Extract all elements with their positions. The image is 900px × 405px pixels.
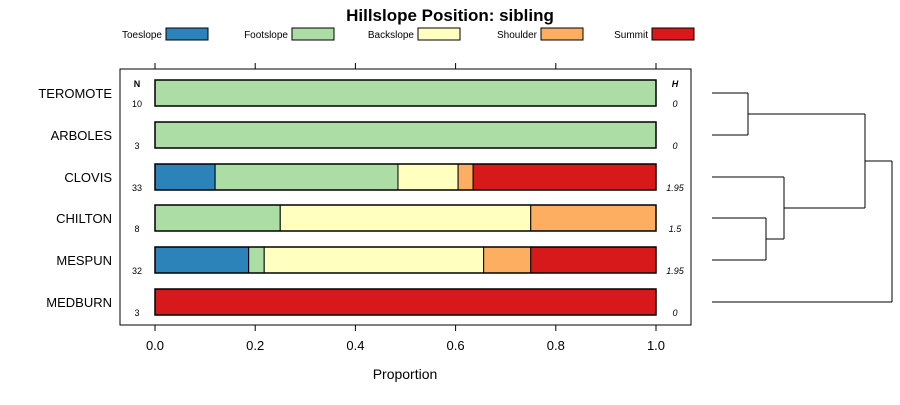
legend-label: Backslope bbox=[368, 30, 415, 41]
bar-outline bbox=[154, 163, 657, 191]
row-h-value: 1.95 bbox=[666, 266, 685, 276]
row-n-value: 3 bbox=[134, 141, 139, 151]
legend-swatch bbox=[165, 27, 209, 41]
bar-rows: TEROMOTE 10 0 ARBOLES 3 0 CLOVIS 33 1.95 CHILTON 8… bbox=[38, 79, 685, 318]
chart-title: Hillslope Position: sibling bbox=[346, 6, 554, 25]
row-n-value: 3 bbox=[134, 308, 139, 318]
bar-segment bbox=[457, 163, 474, 191]
legend-swatch bbox=[417, 27, 461, 41]
bar-outline bbox=[154, 121, 657, 149]
h-header: H bbox=[672, 79, 679, 89]
bar-segment bbox=[530, 246, 657, 274]
x-tick-label: 0.8 bbox=[547, 338, 565, 353]
bar-segment bbox=[248, 246, 265, 274]
x-axis-label: Proportion bbox=[373, 366, 438, 382]
x-tick-label: 0.2 bbox=[246, 338, 264, 353]
row-label: MESPUN bbox=[56, 253, 112, 268]
x-tick-label: 0.6 bbox=[447, 338, 465, 353]
dendrogram bbox=[712, 92, 893, 303]
bar-segment bbox=[397, 163, 459, 191]
plot-frame bbox=[119, 68, 692, 326]
row-label: MEDBURN bbox=[46, 295, 112, 310]
n-header: N bbox=[134, 79, 141, 89]
row-h-value: 0 bbox=[672, 308, 677, 318]
x-tick-label: 1.0 bbox=[647, 338, 665, 353]
bar-segment bbox=[279, 204, 532, 232]
legend-label: Footslope bbox=[244, 30, 288, 41]
row-n-value: 32 bbox=[132, 266, 142, 276]
bar-segment bbox=[154, 246, 250, 274]
row-label: ARBOLES bbox=[51, 128, 113, 143]
legend-label: Shoulder bbox=[497, 30, 538, 41]
chart-legend: Toeslope Footslope Backslope Shoulder Summit bbox=[122, 27, 695, 41]
legend-swatch bbox=[651, 27, 695, 41]
bar-segment bbox=[530, 204, 657, 232]
bar-segment bbox=[154, 163, 216, 191]
row-n-value: 10 bbox=[132, 99, 142, 109]
row-h-value: 0 bbox=[672, 99, 677, 109]
bar-outline bbox=[154, 288, 657, 316]
row-n-value: 33 bbox=[132, 183, 142, 193]
row-label: TEROMOTE bbox=[38, 86, 112, 101]
x-tick-label: 0.4 bbox=[346, 338, 364, 353]
x-axis: 0.0 0.2 0.4 0.6 0.8 1.0 bbox=[146, 63, 665, 353]
row-h-value: 0 bbox=[672, 141, 677, 151]
legend-swatch bbox=[540, 27, 584, 41]
row-n-value: 8 bbox=[134, 224, 139, 234]
legend-label: Summit bbox=[614, 30, 648, 41]
bar-outline bbox=[154, 246, 657, 274]
legend-swatch bbox=[291, 27, 335, 41]
x-tick-label: 0.0 bbox=[146, 338, 164, 353]
bar-segment bbox=[154, 121, 657, 149]
bar-segment bbox=[154, 288, 657, 316]
legend-label: Toeslope bbox=[122, 30, 162, 41]
row-label: CHILTON bbox=[56, 211, 112, 226]
bar-outline bbox=[154, 79, 657, 107]
bar-outline bbox=[154, 204, 657, 232]
bar-segment bbox=[483, 246, 532, 274]
bar-segment bbox=[263, 246, 485, 274]
bar-segment bbox=[154, 204, 281, 232]
bar-segment bbox=[214, 163, 399, 191]
row-h-value: 1.95 bbox=[666, 183, 685, 193]
bar-segment bbox=[472, 163, 657, 191]
bar-segment bbox=[154, 79, 657, 107]
row-h-value: 1.5 bbox=[669, 224, 683, 234]
row-label: CLOVIS bbox=[64, 170, 112, 185]
